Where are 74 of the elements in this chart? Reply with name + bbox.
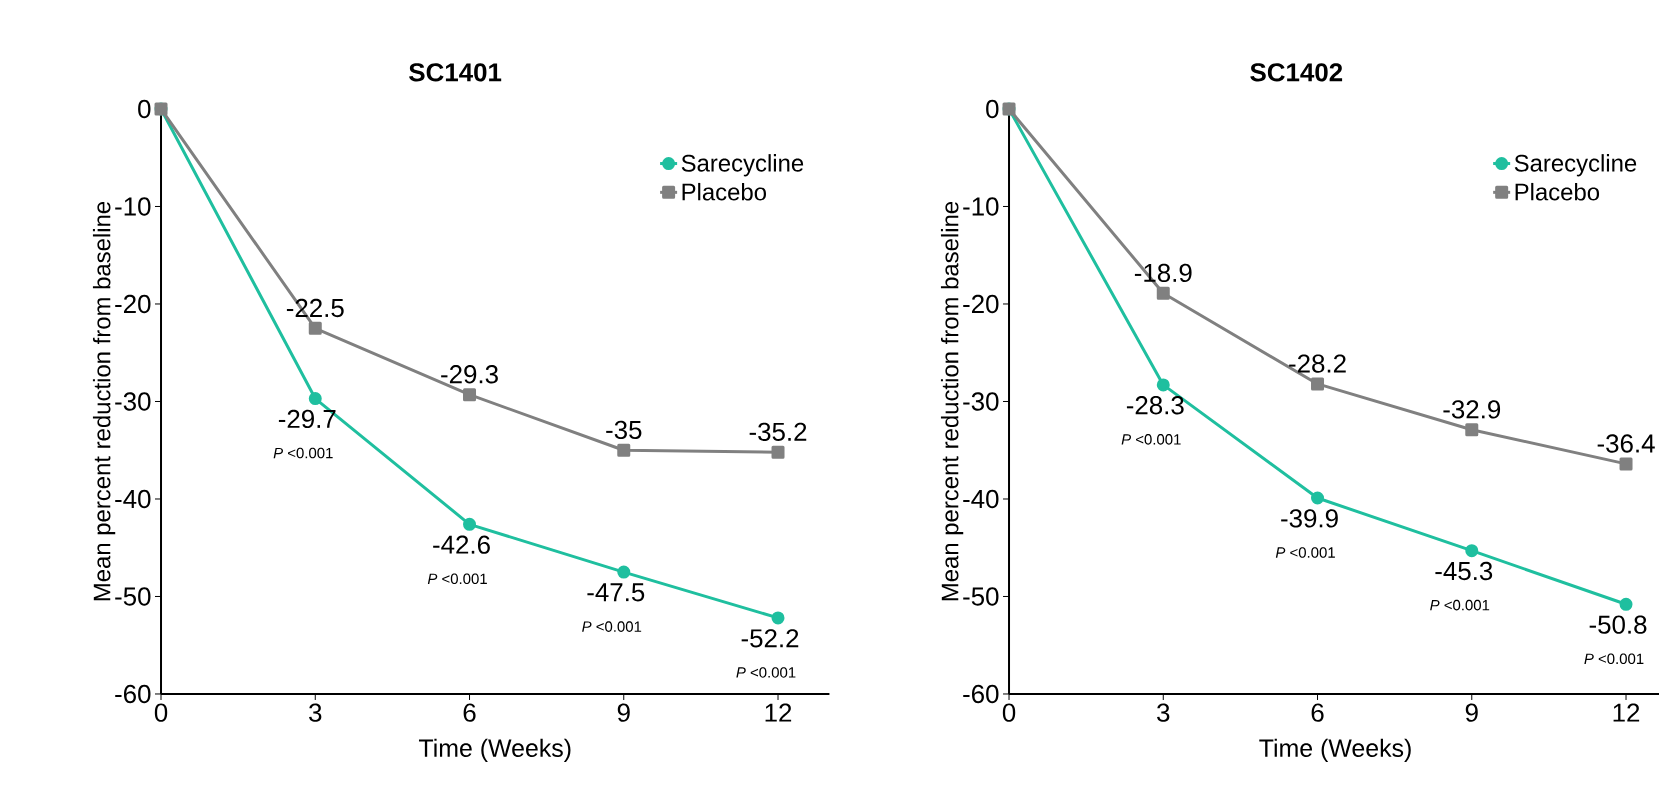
point — [463, 517, 477, 531]
chart-title: SC1402 — [1250, 63, 1343, 82]
data-label: -45.3 — [1435, 561, 1493, 581]
y-tick-label: -40 — [963, 489, 999, 509]
y-tick-label: -40 — [115, 489, 151, 509]
x-tick-label: 3 — [1157, 703, 1170, 722]
data-label: -42.6 — [433, 535, 490, 554]
y-axis-title: Mean percent reduction from baseline — [940, 201, 964, 601]
x-tick-label: 9 — [617, 703, 630, 722]
chart-title: SC1401 — [409, 63, 502, 82]
x-axis-title: Time (Weeks) — [1259, 738, 1411, 762]
x-axis-title: Time (Weeks) — [418, 738, 571, 762]
annotation: P <0.001 — [427, 573, 487, 585]
data-label: -39.9 — [1281, 509, 1338, 528]
legend-label: Placebo — [682, 182, 766, 201]
point — [1465, 423, 1479, 437]
data-label: -52.2 — [741, 629, 799, 648]
point — [1311, 377, 1325, 391]
annotation: P <0.001 — [1275, 547, 1335, 558]
y-tick-label: -30 — [115, 392, 151, 411]
x-tick-label: 0 — [1002, 703, 1016, 722]
y-tick-label: -10 — [963, 197, 999, 216]
data-label: -35.2 — [749, 422, 807, 441]
y-tick-label: 0 — [138, 99, 151, 119]
x-tick-label: 6 — [1311, 703, 1324, 722]
x-tick-label: 12 — [1613, 703, 1640, 722]
y-tick-label: -30 — [963, 392, 999, 411]
data-label: -35 — [606, 420, 642, 440]
point — [463, 388, 477, 402]
point — [308, 321, 322, 335]
annotation: P <0.001 — [582, 621, 642, 632]
y-tick-label: -50 — [963, 587, 999, 606]
point — [1619, 597, 1633, 611]
data-label: -28.3 — [1126, 396, 1184, 415]
data-label: -28.2 — [1289, 354, 1346, 373]
legend-label: Sarecycline — [1514, 154, 1637, 177]
point — [308, 392, 322, 406]
point — [771, 611, 785, 625]
y-tick-label: -10 — [115, 197, 151, 216]
annotation: P <0.001 — [1584, 653, 1644, 665]
point — [617, 565, 631, 579]
data-label: -32.9 — [1443, 400, 1501, 419]
point — [1156, 378, 1170, 392]
data-label: -29.3 — [441, 365, 498, 384]
data-label: -50.8 — [1589, 615, 1647, 634]
point — [1465, 544, 1479, 558]
legend-label: Sarecycline — [681, 154, 804, 177]
data-label: -36.4 — [1597, 434, 1655, 453]
y-tick-label: -50 — [115, 587, 151, 606]
y-tick-label: -60 — [115, 684, 151, 704]
legend-label: Placebo — [1515, 182, 1600, 201]
x-tick-label: 3 — [309, 703, 322, 722]
y-tick-label: -20 — [115, 294, 151, 314]
annotation: P <0.001 — [273, 447, 333, 459]
data-label: -29.7 — [278, 409, 336, 429]
data-label: -47.5 — [587, 583, 645, 602]
x-tick-label: 0 — [154, 703, 168, 722]
data-label: -22.5 — [286, 298, 344, 318]
x-tick-label: 9 — [1465, 703, 1478, 722]
x-tick-label: 6 — [463, 703, 476, 722]
point — [1156, 286, 1170, 300]
point — [1311, 491, 1325, 505]
annotation: P <0.001 — [1121, 434, 1181, 445]
y-tick-label: -60 — [963, 684, 999, 704]
point — [617, 443, 631, 457]
y-axis-title: Mean percent reduction from baseline — [92, 201, 116, 601]
annotation: P <0.001 — [1430, 599, 1490, 611]
annotation: P <0.001 — [736, 667, 796, 678]
y-tick-label: 0 — [986, 99, 999, 119]
y-tick-label: -20 — [963, 294, 999, 314]
data-label: -18.9 — [1134, 263, 1192, 283]
x-tick-label: 12 — [765, 703, 792, 722]
point — [771, 445, 785, 459]
point — [1619, 457, 1633, 471]
